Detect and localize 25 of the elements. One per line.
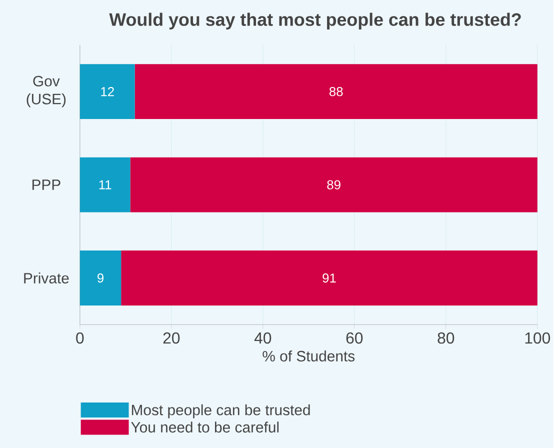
x-tick-label: 0	[76, 332, 84, 344]
data-label: 12	[101, 86, 114, 96]
bar	[80, 64, 135, 119]
x-tick-label: 80	[438, 332, 454, 344]
data-label: 11	[99, 180, 112, 189]
x-tick-label: 20	[163, 332, 180, 344]
x-tick-label: 100	[525, 332, 550, 344]
legend-label: You need to be careful	[131, 421, 279, 432]
x-axis-title: % of Students	[262, 350, 355, 362]
chart-title: Would you say that most people can be trusted?	[109, 12, 521, 30]
y-tick-label: Gov (USE)	[26, 76, 66, 108]
bar	[80, 157, 130, 212]
bar	[134, 64, 538, 119]
y-tick-label: PPP	[32, 179, 60, 190]
data-label: 91	[322, 273, 336, 282]
data-label: 89	[327, 180, 340, 190]
bar	[80, 250, 122, 306]
y-tick-label: Private	[24, 272, 69, 284]
legend-label: Most people can be trusted	[132, 404, 310, 418]
data-label: 9	[98, 273, 104, 282]
bar	[121, 250, 538, 306]
x-tick-label: 60	[346, 332, 363, 344]
bar	[130, 157, 538, 212]
x-tick-label: 40	[254, 332, 272, 344]
data-label: 88	[329, 86, 343, 96]
